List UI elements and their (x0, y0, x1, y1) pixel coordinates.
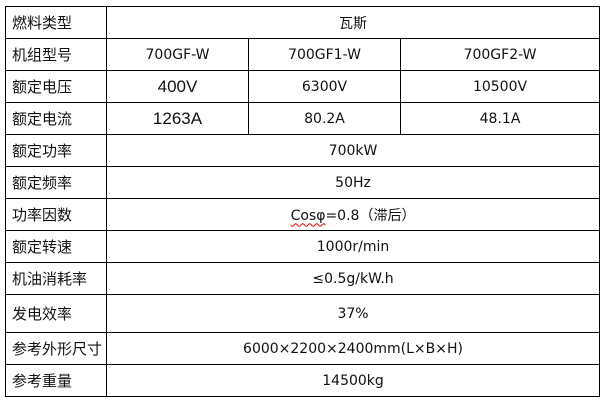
cell-value: Cosφ=0.8（滞后） (105, 198, 601, 231)
cell-value: 10500V (399, 70, 601, 103)
table-row: 参考重量 14500kg (5, 364, 601, 397)
row-label: 机油消耗率 (5, 262, 107, 295)
row-label: 燃料类型 (5, 6, 107, 39)
row-label: 发电效率 (5, 294, 107, 333)
cell-value: 48.1A (399, 102, 601, 135)
row-label: 参考重量 (5, 364, 107, 397)
table-row: 发电效率 37% (5, 294, 601, 333)
table-row: 额定功率 700kW (5, 134, 601, 167)
row-label: 额定频率 (5, 166, 107, 199)
cell-value: 37% (105, 294, 601, 333)
power-factor-symbol: Cosφ (290, 207, 326, 224)
cell-value: 50Hz (105, 166, 601, 199)
power-factor-value: =0.8（滞后） (325, 207, 416, 224)
cell-value: 700GF1-W (248, 38, 401, 71)
table-row: 机油消耗率 ≤0.5g/kW.h (5, 262, 601, 295)
cell-value: 1000r/min (105, 230, 601, 263)
cell-value: 1263A (106, 102, 249, 135)
cell-value: ≤0.5g/kW.h (105, 262, 601, 295)
row-label: 额定功率 (5, 134, 107, 167)
row-label: 额定转速 (5, 230, 107, 263)
cell-value: 14500kg (105, 364, 601, 397)
generator-spec-table: 燃料类型 瓦斯 机组型号 700GF-W 700GF1-W 700GF2-W 额… (5, 6, 601, 397)
table-row: 机组型号 700GF-W 700GF1-W 700GF2-W (5, 38, 601, 71)
row-label: 机组型号 (5, 38, 107, 71)
table-row: 燃料类型 瓦斯 (5, 6, 601, 39)
table-row: 额定频率 50Hz (5, 166, 601, 199)
cell-value: 400V (106, 70, 249, 103)
table-row: 额定电压 400V 6300V 10500V (5, 70, 601, 103)
cell-value: 700GF2-W (399, 38, 601, 71)
row-label: 参考外形尺寸 (5, 332, 107, 365)
cell-value: 700kW (105, 134, 601, 167)
cell-value: 6300V (248, 70, 401, 103)
table-row: 功率因数 Cosφ=0.8（滞后） (5, 198, 601, 231)
cell-value: 6000×2200×2400mm(L×B×H) (105, 332, 601, 365)
cell-value: 瓦斯 (105, 6, 601, 39)
cell-value: 700GF-W (106, 38, 249, 71)
row-label: 额定电流 (5, 102, 107, 135)
table-row: 额定电流 1263A 80.2A 48.1A (5, 102, 601, 135)
table-row: 额定转速 1000r/min (5, 230, 601, 263)
table-row: 参考外形尺寸 6000×2200×2400mm(L×B×H) (5, 332, 601, 365)
row-label: 功率因数 (5, 198, 107, 231)
row-label: 额定电压 (5, 70, 107, 103)
cell-value: 80.2A (248, 102, 401, 135)
